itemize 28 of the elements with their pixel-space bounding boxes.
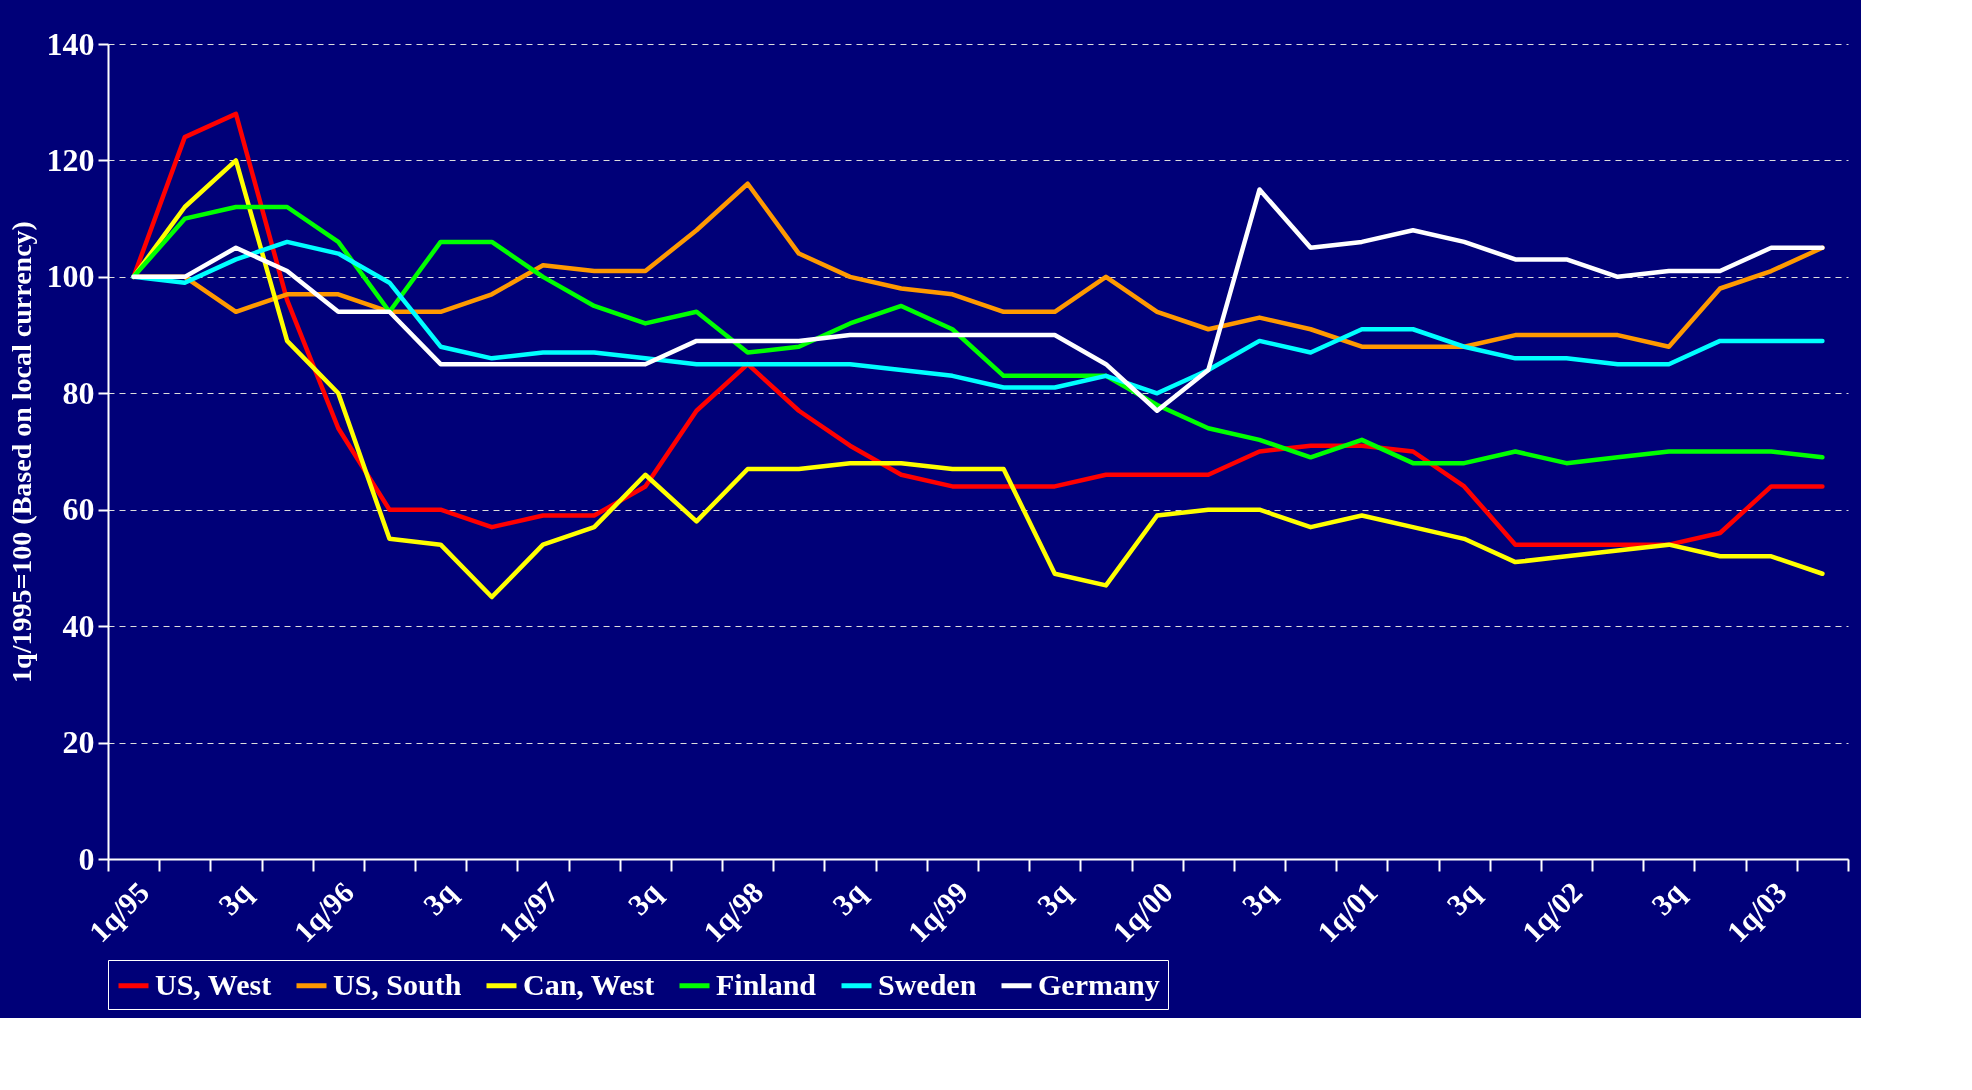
y-tick-label: 140	[46, 25, 95, 62]
legend-label: Finland	[716, 967, 817, 1001]
y-tick-label: 80	[62, 374, 95, 411]
x-tick-label: 3q	[1235, 875, 1282, 922]
line-series	[131, 111, 1825, 547]
line-series	[131, 158, 1825, 600]
legend-label: US, West	[155, 967, 272, 1001]
line-series	[131, 187, 1825, 413]
line-series	[131, 239, 1825, 396]
y-tick-label: 100	[46, 258, 95, 295]
x-tick-label: 3q	[1030, 875, 1077, 922]
legend-label: Sweden	[878, 967, 977, 1001]
y-tick-label: 120	[46, 141, 95, 178]
line-series	[131, 204, 1825, 466]
x-tick-label: 3q	[621, 875, 668, 922]
legend-label: Can, West	[523, 967, 655, 1001]
y-tick-label: 0	[78, 840, 95, 877]
x-tick-label: 3q	[416, 875, 463, 922]
legend-label: US, South	[333, 967, 462, 1001]
x-tick-label: 3q	[1644, 875, 1691, 922]
x-tick-label: 3q	[211, 875, 258, 922]
x-tick-label: 3q	[826, 875, 872, 922]
y-tick-label: 20	[62, 724, 95, 761]
y-axis-title: 1q/1995=100 (Based on local currency)	[5, 221, 37, 683]
y-tick-label: 40	[62, 607, 95, 644]
y-tick-label: 60	[62, 491, 95, 528]
legend-label: Germany	[1038, 967, 1160, 1001]
x-tick-label: 3q	[1440, 875, 1487, 922]
